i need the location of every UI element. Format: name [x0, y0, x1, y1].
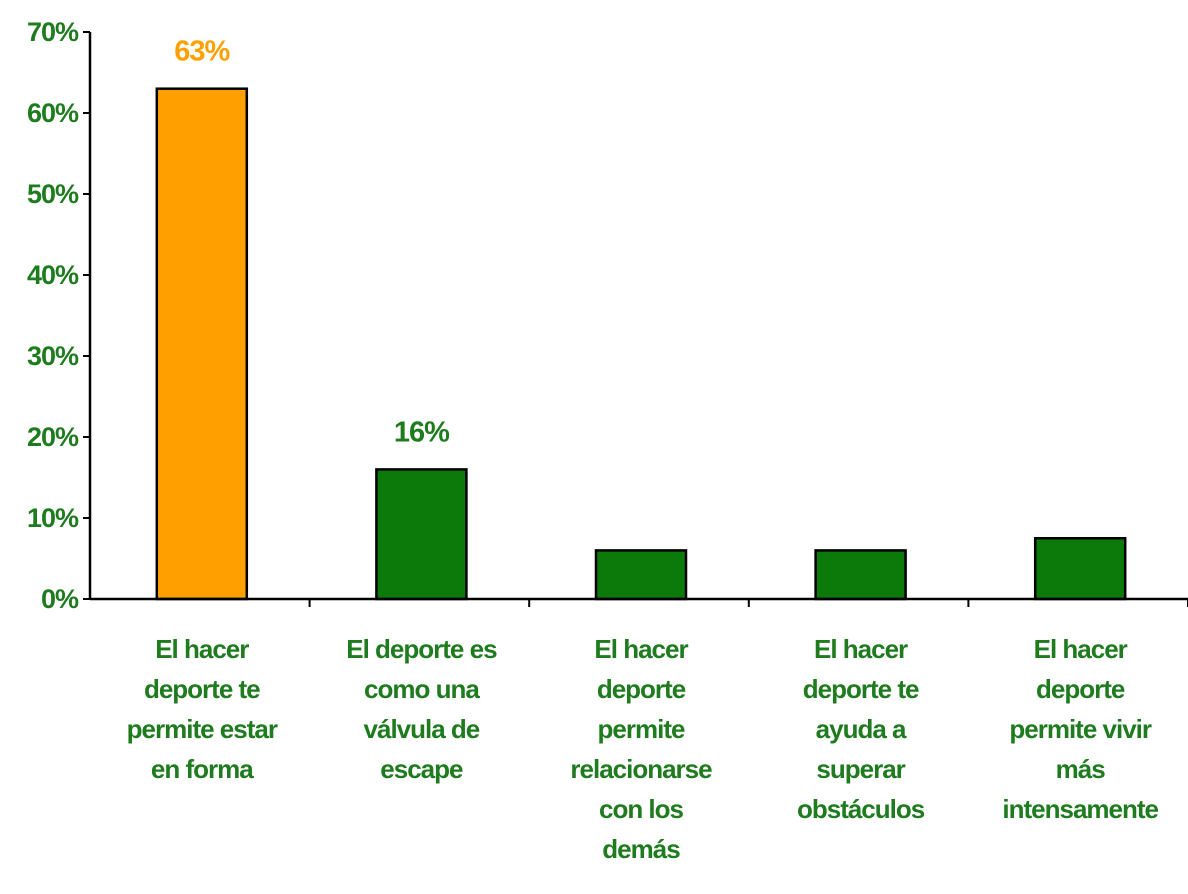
bars [155, 87, 1127, 601]
category-labels: El hacer deporte te permite estar en forma E… [127, 634, 1160, 864]
category-label: El hacer deporte te permite estar en forma [127, 634, 278, 784]
axes [88, 32, 1188, 607]
category-label: El hacer deporte permite relacionarse con lo… [570, 634, 712, 864]
bar [155, 87, 249, 601]
bar [594, 549, 688, 601]
data-labels: 63% 16% [174, 36, 451, 449]
y-tick-label: 70% [27, 17, 79, 47]
bar [814, 549, 907, 601]
y-tick-label: 50% [27, 179, 79, 209]
y-tick-label: 0% [41, 584, 79, 614]
data-label: 16% [394, 416, 450, 448]
y-tick-label: 40% [27, 260, 79, 290]
y-tick-label: 10% [27, 503, 79, 533]
y-tick-label: 20% [27, 422, 79, 452]
category-label: El hacer deporte permite vivir más intensame… [1002, 634, 1158, 824]
y-axis-ticks: 0% 10% 20% 30% 40% 50% 60% 70% [27, 17, 90, 614]
bar [1033, 537, 1127, 601]
bar [375, 468, 468, 601]
category-label: El hacer deporte te ayuda a superar obstácul… [797, 634, 925, 824]
category-label: El deporte es como una válvula de escape [346, 634, 497, 784]
y-tick-label: 30% [27, 341, 79, 371]
y-tick-label: 60% [27, 98, 79, 128]
data-label: 63% [174, 36, 230, 68]
